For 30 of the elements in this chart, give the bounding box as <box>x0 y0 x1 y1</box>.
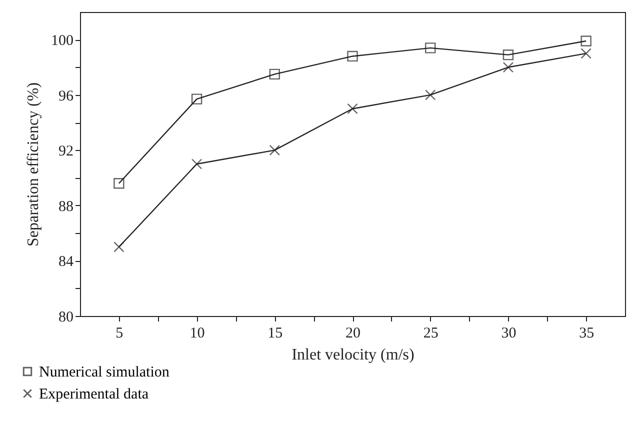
x-tick-label: 30 <box>501 326 516 342</box>
point <box>269 144 280 156</box>
legend-label: Numerical simulation <box>39 364 170 380</box>
legend-label: Experimental data <box>39 386 149 402</box>
point <box>347 50 358 62</box>
point <box>114 242 124 252</box>
y-tick-label: 88 <box>58 198 74 215</box>
x-tick-label: 5 <box>116 326 124 342</box>
point <box>502 62 514 73</box>
y-axis-title: Separation efficiency (%) <box>25 82 42 247</box>
point <box>114 178 124 189</box>
x-tick-label: 35 <box>579 326 594 342</box>
x-tick-label: 15 <box>268 326 283 342</box>
x-tick-label: 10 <box>190 326 205 342</box>
y-tick-label: 80 <box>58 310 74 326</box>
y-tick-label: 84 <box>58 254 74 270</box>
x-tick-label: 25 <box>423 326 438 342</box>
point <box>425 42 436 54</box>
y-tick-label: 100 <box>51 33 74 50</box>
point <box>425 90 436 100</box>
point <box>269 68 280 80</box>
y-tick-label: 92 <box>58 144 74 160</box>
point <box>580 36 592 46</box>
point <box>347 103 358 114</box>
x-tick-label: 20 <box>346 326 360 342</box>
x-axis-title: Inlet velocity (m/s) <box>292 346 414 364</box>
point <box>580 48 592 59</box>
point <box>502 49 514 60</box>
point <box>191 94 202 104</box>
y-tick-label: 96 <box>58 88 74 104</box>
